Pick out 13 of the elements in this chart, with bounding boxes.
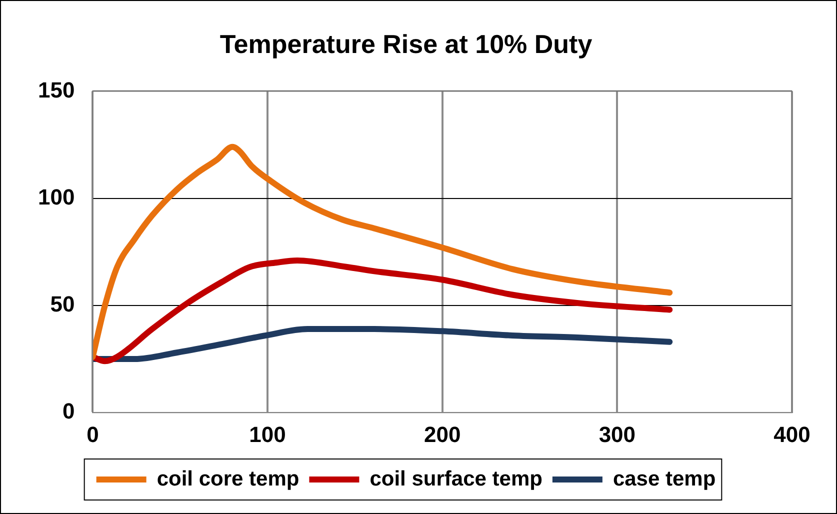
x-tick-label: 0 [86, 422, 99, 447]
y-tick-label: 0 [62, 398, 75, 424]
x-tick-label: 100 [249, 422, 286, 447]
chart-title: Temperature Rise at 10% Duty [220, 28, 593, 59]
y-tick-label: 100 [38, 184, 75, 210]
legend-label: coil core temp [156, 467, 300, 490]
legend-label: case temp [612, 467, 716, 490]
y-tick-label: 50 [50, 292, 75, 317]
y-tick-label: 150 [38, 77, 75, 102]
x-tick-label: 400 [774, 422, 810, 447]
x-tick-label: 200 [424, 422, 461, 447]
x-tick-label: 300 [598, 422, 636, 447]
legend-label: coil surface temp [370, 467, 542, 490]
